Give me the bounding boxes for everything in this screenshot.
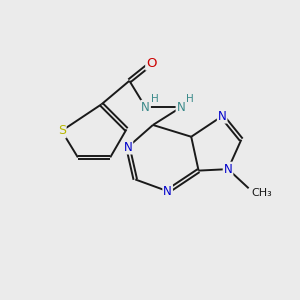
Text: N: N xyxy=(124,141,132,154)
Text: N: N xyxy=(141,101,150,114)
Text: CH₃: CH₃ xyxy=(252,188,272,198)
Text: N: N xyxy=(224,163,233,176)
Text: H: H xyxy=(187,94,194,104)
Text: H: H xyxy=(151,94,159,104)
Text: N: N xyxy=(163,185,172,198)
Text: O: O xyxy=(146,57,157,70)
Text: S: S xyxy=(58,124,66,137)
Text: N: N xyxy=(176,101,185,114)
Text: N: N xyxy=(218,110,226,123)
